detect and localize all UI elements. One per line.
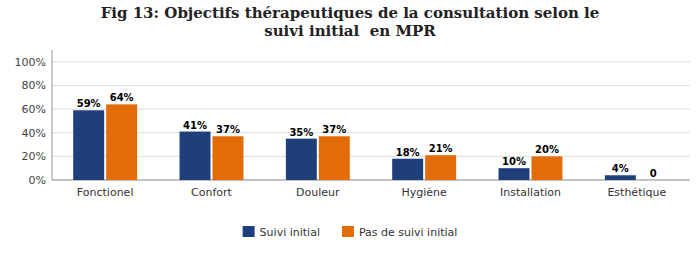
y-tick-label: 60% [22,103,46,116]
bar [605,175,636,180]
data-labels: 59% 64% 41% 37% 35% 37% 18% 21% 10% 20% 4% 0 [77,92,657,179]
data-label: 21% [429,143,453,154]
data-label: 37% [322,124,346,135]
bar [180,132,211,180]
x-tick-label: Douleur [296,186,340,199]
bar [319,136,350,180]
data-label: 41% [183,120,207,131]
legend: Suivi initial Pas de suivi initial [243,226,458,239]
legend-label: Pas de suivi initial [359,226,457,239]
data-label: 35% [289,127,313,138]
y-tick-label: 40% [22,127,46,140]
legend-swatch [342,226,354,237]
legend-swatch [243,226,255,237]
bar [425,155,456,180]
grid-line [52,85,690,86]
data-label: 10% [502,156,526,167]
data-label: 18% [396,147,420,158]
bar [532,156,563,180]
x-tick-label: Confort [191,186,233,199]
grid-line [52,132,690,133]
title-line: Fig 13: Objectifs thérapeutiques de la c… [101,4,600,22]
bar [73,110,104,180]
x-tick-label: Hygiène [402,186,448,199]
x-axis-line [52,180,690,181]
data-label: 37% [216,124,240,135]
legend-item: Suivi initial [243,226,320,239]
grid [52,62,690,180]
bar [286,139,317,180]
bar [106,104,137,180]
y-tick-label: 20% [22,150,46,163]
title-line: suivi initial en MPR [264,22,436,40]
bar [638,180,669,181]
legend-label: Suivi initial [260,226,320,239]
legend-item: Pas de suivi initial [342,226,457,239]
bars [73,104,636,180]
grid-line [52,180,690,181]
bar [499,168,530,180]
x-tick-label: Fonctionel [77,186,134,199]
y-axis-line [52,50,53,180]
bar [213,136,244,180]
x-tick-label: Esthétique [607,186,666,199]
grid-line [52,61,690,62]
y-tick-label: 0% [29,174,46,187]
bar [392,159,423,180]
data-label: 64% [110,92,134,103]
data-label: 0 [650,168,657,179]
data-label: 20% [535,144,559,155]
title: Fig 13: Objectifs thérapeutiques de la c… [101,4,600,40]
data-label: 59% [77,98,101,109]
y-tick-label: 80% [22,79,46,92]
grid-line [52,156,690,157]
chart: Fig 13: Objectifs thérapeutiques de la c… [0,0,700,254]
grid-line [52,109,690,110]
x-tick-label: Installation [500,186,561,199]
y-tick-label: 100% [15,56,46,69]
data-label: 4% [612,163,629,174]
